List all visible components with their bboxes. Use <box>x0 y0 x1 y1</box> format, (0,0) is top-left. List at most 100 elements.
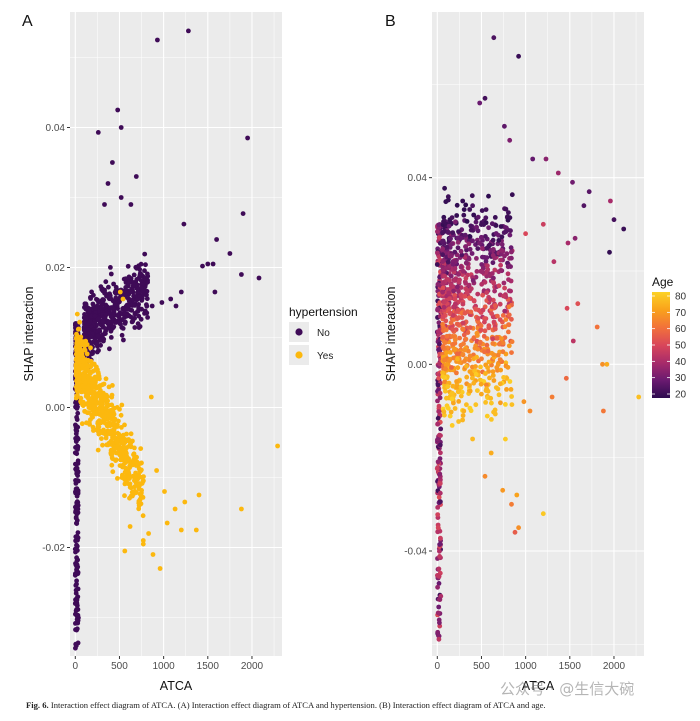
x-tick-label: 2000 <box>241 661 264 672</box>
scatter-point <box>445 384 451 390</box>
x-tick-label: 500 <box>473 661 490 672</box>
scatter-point <box>89 362 94 368</box>
scatter-point <box>81 327 87 333</box>
scatter-point <box>455 245 461 251</box>
scatter-point <box>482 328 488 334</box>
scatter-point <box>90 424 96 430</box>
scatter-point <box>144 310 150 316</box>
scatter-point <box>477 100 483 106</box>
scatter-point <box>570 179 575 185</box>
scatter-point <box>530 156 536 162</box>
scatter-point <box>498 257 503 263</box>
scatter-point <box>500 487 506 493</box>
scatter-point <box>457 335 462 341</box>
scatter-point <box>503 206 509 212</box>
scatter-point <box>499 234 505 240</box>
scatter-point <box>450 230 456 236</box>
scatter-point <box>79 421 85 427</box>
scatter-point <box>132 303 138 308</box>
scatter-point <box>527 408 533 414</box>
scatter-point <box>74 578 79 584</box>
scatter-point <box>73 486 79 492</box>
scatter-point <box>487 375 492 381</box>
scatter-point <box>435 610 441 616</box>
scatter-point <box>455 307 461 313</box>
scatter-point <box>449 396 455 402</box>
scatter-point <box>104 403 110 408</box>
scatter-point <box>509 192 515 198</box>
scatter-point <box>499 336 504 341</box>
scatter-point <box>75 357 80 362</box>
scatter-point <box>442 299 447 305</box>
scatter-point <box>493 231 499 236</box>
scatter-point <box>468 408 474 414</box>
scatter-point <box>82 333 87 338</box>
scatter-point <box>172 506 178 512</box>
scatter-point <box>442 379 448 385</box>
scatter-point <box>502 253 507 259</box>
scatter-point <box>74 627 79 633</box>
scatter-point <box>440 334 445 340</box>
scatter-point <box>479 391 484 397</box>
panel-b-x-axis-label: ATCA <box>522 679 555 693</box>
scatter-point <box>108 265 113 270</box>
scatter-point <box>460 320 466 326</box>
scatter-point <box>452 337 458 343</box>
scatter-point <box>101 325 107 330</box>
scatter-point <box>74 562 80 568</box>
scatter-point <box>84 420 89 426</box>
scatter-point <box>105 181 111 186</box>
scatter-point <box>502 123 507 129</box>
scatter-point <box>463 202 469 208</box>
scatter-point <box>452 266 458 271</box>
scatter-point <box>435 459 441 465</box>
scatter-point <box>109 392 115 398</box>
scatter-point <box>466 348 471 354</box>
scatter-point <box>551 259 557 265</box>
scatter-point <box>441 304 447 310</box>
scatter-point <box>440 374 446 379</box>
panel-a-label: A <box>22 13 33 30</box>
scatter-point <box>435 329 441 335</box>
scatter-point <box>73 461 78 467</box>
scatter-point <box>108 271 114 277</box>
scatter-point <box>227 251 233 256</box>
colorbar-gradient <box>652 292 670 398</box>
scatter-point <box>85 401 91 407</box>
scatter-point <box>84 351 90 357</box>
scatter-point <box>464 363 469 369</box>
scatter-point <box>74 428 80 434</box>
scatter-point <box>451 288 456 294</box>
scatter-point <box>144 303 150 309</box>
scatter-point <box>449 423 455 428</box>
scatter-point <box>496 283 502 289</box>
scatter-point <box>489 311 494 316</box>
scatter-point <box>481 222 487 228</box>
scatter-point <box>463 244 468 250</box>
scatter-point <box>126 476 132 481</box>
scatter-point <box>435 382 441 388</box>
scatter-point <box>452 346 458 352</box>
scatter-point <box>130 318 136 324</box>
scatter-point <box>145 315 151 320</box>
scatter-point <box>116 299 122 305</box>
scatter-point <box>139 460 144 466</box>
scatter-point <box>454 202 460 208</box>
legend-entry-no: No <box>317 328 330 339</box>
scatter-point <box>105 442 111 448</box>
scatter-point <box>508 387 514 392</box>
scatter-point <box>475 228 481 234</box>
colorbar-ticks: 20 30 40 50 60 70 80 <box>652 292 687 401</box>
scatter-point <box>119 434 125 439</box>
scatter-point <box>82 408 87 414</box>
scatter-point <box>479 281 485 287</box>
scatter-point <box>440 268 446 273</box>
scatter-point <box>487 242 493 248</box>
scatter-point <box>131 457 137 463</box>
scatter-point <box>501 293 506 299</box>
scatter-point <box>103 279 109 285</box>
scatter-point <box>442 340 448 345</box>
scatter-point <box>75 447 80 452</box>
scatter-point <box>436 375 441 381</box>
colorbar-tick-label: 60 <box>675 324 687 335</box>
